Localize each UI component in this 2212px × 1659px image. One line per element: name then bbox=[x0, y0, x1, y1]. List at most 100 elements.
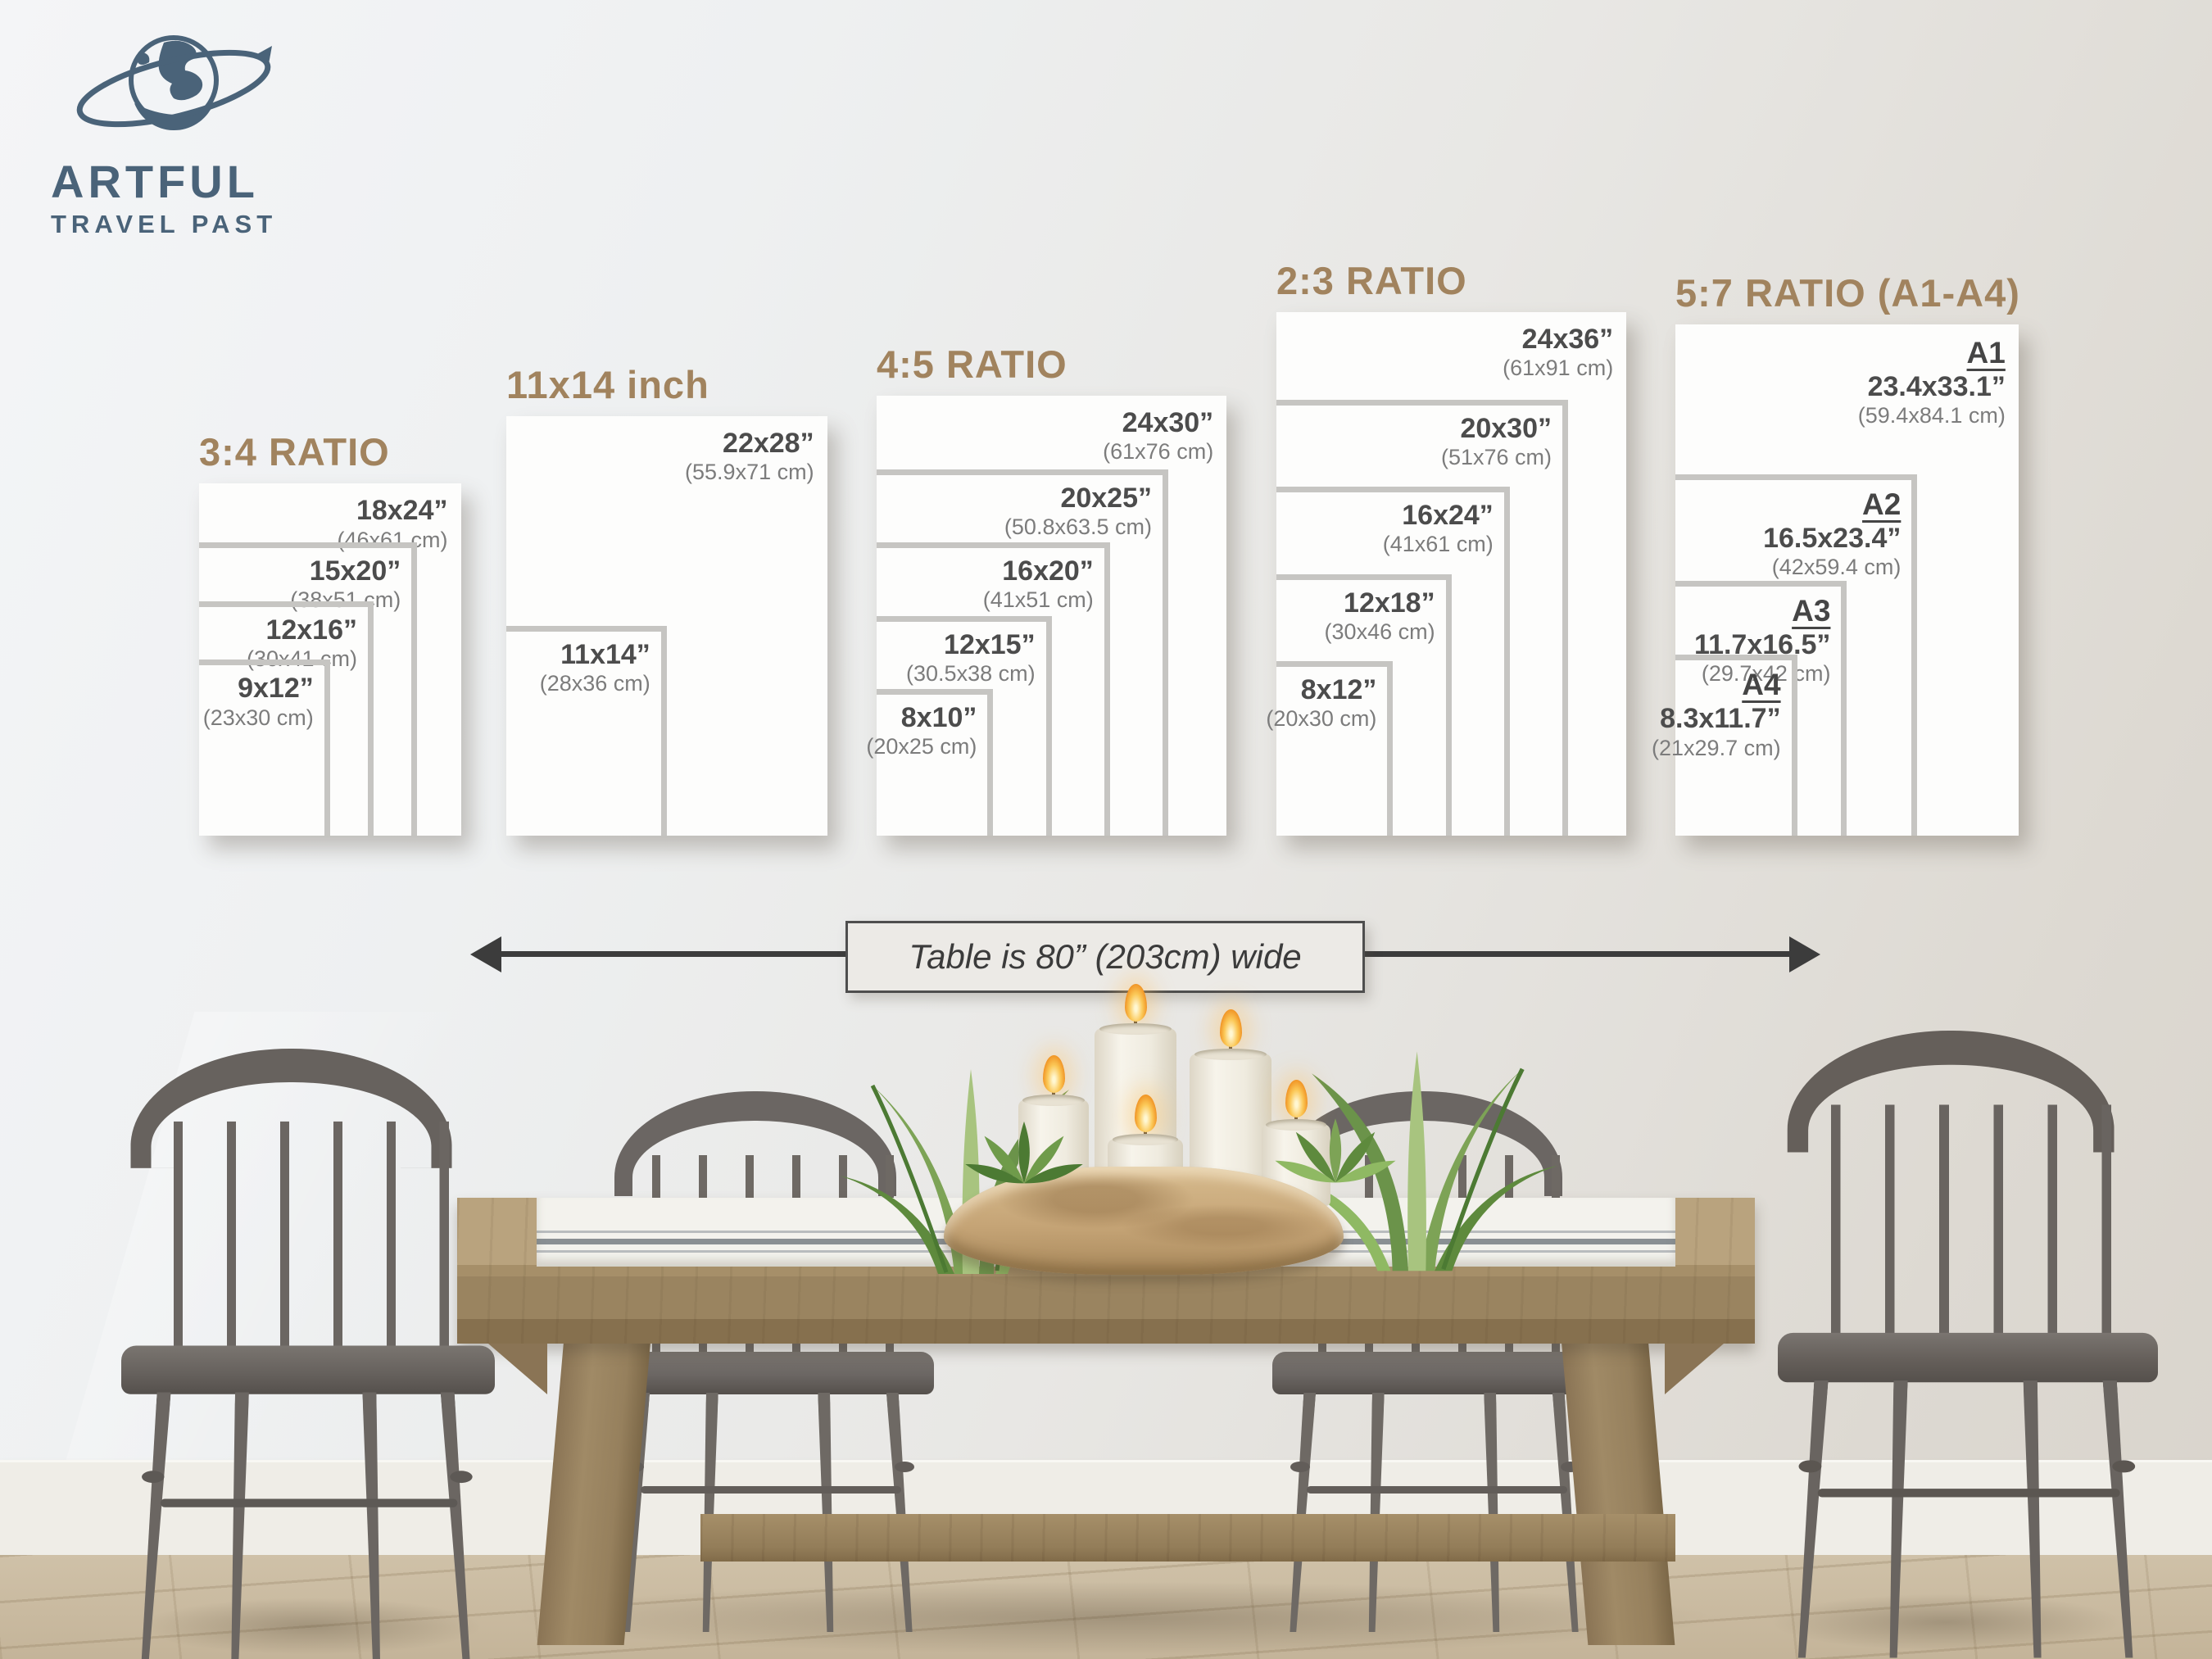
frame-size-label: 20x30” (51x76 cm) bbox=[1441, 413, 1552, 471]
frame-size-label: 8x10” (20x25 cm) bbox=[866, 702, 977, 760]
nested-size-frame bbox=[199, 660, 330, 836]
size-in-inches: 12x18” bbox=[1344, 587, 1435, 619]
table-corbel bbox=[1665, 1344, 1724, 1394]
chair-leg bbox=[1484, 1393, 1503, 1632]
frame-size-label: 12x15” (30.5x38 cm) bbox=[906, 629, 1036, 687]
size-in-inches: 16.5x23.4” bbox=[1763, 522, 1902, 554]
arrow-left-icon bbox=[470, 936, 501, 972]
chair-leg bbox=[700, 1393, 718, 1632]
paper-size-name: A4 bbox=[1742, 668, 1781, 702]
chair-leg-knob bbox=[142, 1471, 165, 1484]
nested-size-frame bbox=[877, 615, 1052, 836]
dining-chair bbox=[121, 1049, 495, 1659]
chair-leg-knob bbox=[1290, 1462, 1310, 1472]
size-in-cm: (55.9x71 cm) bbox=[685, 460, 814, 485]
nested-size-frame bbox=[1276, 573, 1452, 836]
poster-frame: 24x30” (61x76 cm) 20x25” (50.8x63.5 cm) 16x2… bbox=[866, 396, 1227, 836]
chair-leg bbox=[886, 1393, 915, 1632]
size-in-inches: 8x12” bbox=[1300, 674, 1377, 705]
arrow-right-icon bbox=[1789, 936, 1820, 972]
chair-leg bbox=[2102, 1380, 2136, 1658]
frame-size-label: 20x25” (50.8x63.5 cm) bbox=[1004, 483, 1152, 541]
nested-size-frame bbox=[877, 542, 1110, 836]
frame-size-label: 9x12” (23x30 cm) bbox=[203, 673, 314, 731]
size-in-cm: (30x41 cm) bbox=[246, 646, 357, 672]
size-group-title: 3:4 RATIO bbox=[199, 430, 390, 474]
globe-orbit-icon bbox=[76, 35, 272, 131]
nested-size-frame bbox=[1675, 474, 1918, 836]
size-in-inches: 20x25” bbox=[1060, 482, 1152, 514]
size-in-inches: 16x24” bbox=[1402, 500, 1494, 531]
frame-size-label: A2 16.5x23.4” (42x59.4 cm) bbox=[1763, 487, 1901, 581]
size-in-inches: 11x14” bbox=[560, 638, 650, 670]
size-in-cm: (30.5x38 cm) bbox=[906, 660, 1036, 686]
chair-spindles bbox=[173, 1121, 451, 1353]
size-in-cm: (50.8x63.5 cm) bbox=[1004, 514, 1152, 539]
frame-size-label: A1 23.4x33.1” (59.4x84.1 cm) bbox=[1858, 336, 2006, 429]
dining-chair bbox=[1778, 1031, 2158, 1659]
size-in-inches: 8x10” bbox=[900, 702, 977, 733]
chair-stretcher bbox=[1307, 1486, 1567, 1494]
chair-leg bbox=[818, 1393, 836, 1632]
chair-leg-knob bbox=[2112, 1460, 2136, 1473]
size-in-cm: (30x46 cm) bbox=[1324, 619, 1435, 644]
nested-size-frame bbox=[506, 625, 667, 836]
candle-flame bbox=[1135, 1095, 1157, 1132]
table-stretcher bbox=[700, 1514, 1675, 1562]
chair-seat bbox=[121, 1345, 495, 1394]
chair-stretcher bbox=[160, 1498, 458, 1507]
chair-leg-knob bbox=[895, 1462, 914, 1472]
size-in-inches: 9x12” bbox=[238, 673, 314, 705]
chair-seat bbox=[1272, 1352, 1600, 1394]
succulent-rosette-left bbox=[965, 1121, 1083, 1184]
frame-size-label: 16x24” (41x61 cm) bbox=[1383, 500, 1494, 558]
frame-size-label: 16x20” (41x51 cm) bbox=[983, 555, 1094, 614]
candle-flame bbox=[1125, 984, 1147, 1022]
size-in-inches: 8.3x11.7” bbox=[1660, 703, 1781, 735]
size-in-inches: 20x30” bbox=[1460, 412, 1552, 444]
paper-size-name: A1 bbox=[1966, 336, 2006, 370]
size-in-inches: 12x15” bbox=[944, 628, 1036, 660]
nested-size-frame bbox=[199, 601, 374, 836]
frame-size-label: 15x20” (38x51 cm) bbox=[290, 555, 401, 614]
wood-floor bbox=[0, 1555, 2212, 1659]
chair-leg bbox=[1795, 1380, 1829, 1658]
size-in-cm: (20x30 cm) bbox=[1266, 706, 1377, 732]
poster-frame: 24x36” (61x91 cm) 20x30” (51x76 cm) 16x24” (4… bbox=[1266, 312, 1627, 836]
size-in-inches: 15x20” bbox=[309, 555, 401, 587]
chair-leg bbox=[1366, 1393, 1385, 1632]
size-in-cm: (21x29.7 cm) bbox=[1652, 735, 1781, 760]
nested-size-frame bbox=[877, 689, 994, 836]
poster-frame: A1 23.4x33.1” (59.4x84.1 cm) A2 16.5x23.4” (4… bbox=[1652, 324, 2019, 836]
brand-logo: ARTFUL TRAVEL PAST bbox=[51, 25, 346, 239]
wooden-bowl bbox=[944, 1167, 1344, 1275]
size-in-cm: (42x59.4 cm) bbox=[1771, 555, 1902, 580]
paper-size-name: A2 bbox=[1862, 487, 1902, 521]
chair-leg bbox=[2023, 1380, 2044, 1658]
chair-leg bbox=[228, 1393, 249, 1659]
frame-size-label: 12x18” (30x46 cm) bbox=[1325, 587, 1435, 646]
size-in-cm: (61x76 cm) bbox=[1103, 439, 1214, 465]
size-in-cm: (29.7x42 cm) bbox=[1701, 661, 1831, 687]
frame-size-label: 11x14” (28x36 cm) bbox=[540, 639, 650, 697]
size-group-title: 11x14 inch bbox=[506, 362, 709, 406]
frame-size-label: 24x30” (61x76 cm) bbox=[1103, 407, 1213, 465]
size-in-inches: 22x28” bbox=[723, 427, 814, 459]
size-in-cm: (61x91 cm) bbox=[1503, 356, 1614, 381]
chair-leg bbox=[441, 1393, 474, 1659]
chair-leg-knob bbox=[1798, 1460, 1822, 1473]
candle-flame bbox=[1043, 1055, 1065, 1093]
nested-size-frame bbox=[1276, 399, 1568, 836]
size-in-cm: (28x36 cm) bbox=[539, 671, 650, 696]
chair-seat bbox=[1778, 1332, 2158, 1383]
frame-size-label: 12x16” (30x41 cm) bbox=[247, 614, 357, 673]
frame-size-label: A4 8.3x11.7” (21x29.7 cm) bbox=[1652, 668, 1781, 761]
poster-frame: 18x24” (46x61 cm) 15x20” (38x51 cm) 12x16” (3… bbox=[199, 483, 461, 836]
size-in-cm: (41x51 cm) bbox=[982, 587, 1094, 613]
succulent-plant-right bbox=[1276, 1051, 1558, 1271]
nested-size-frame bbox=[1675, 655, 1797, 836]
size-in-inches: 23.4x33.1” bbox=[1867, 370, 2006, 402]
size-in-inches: 18x24” bbox=[356, 495, 448, 527]
succulent-rosette-right bbox=[1275, 1118, 1396, 1183]
